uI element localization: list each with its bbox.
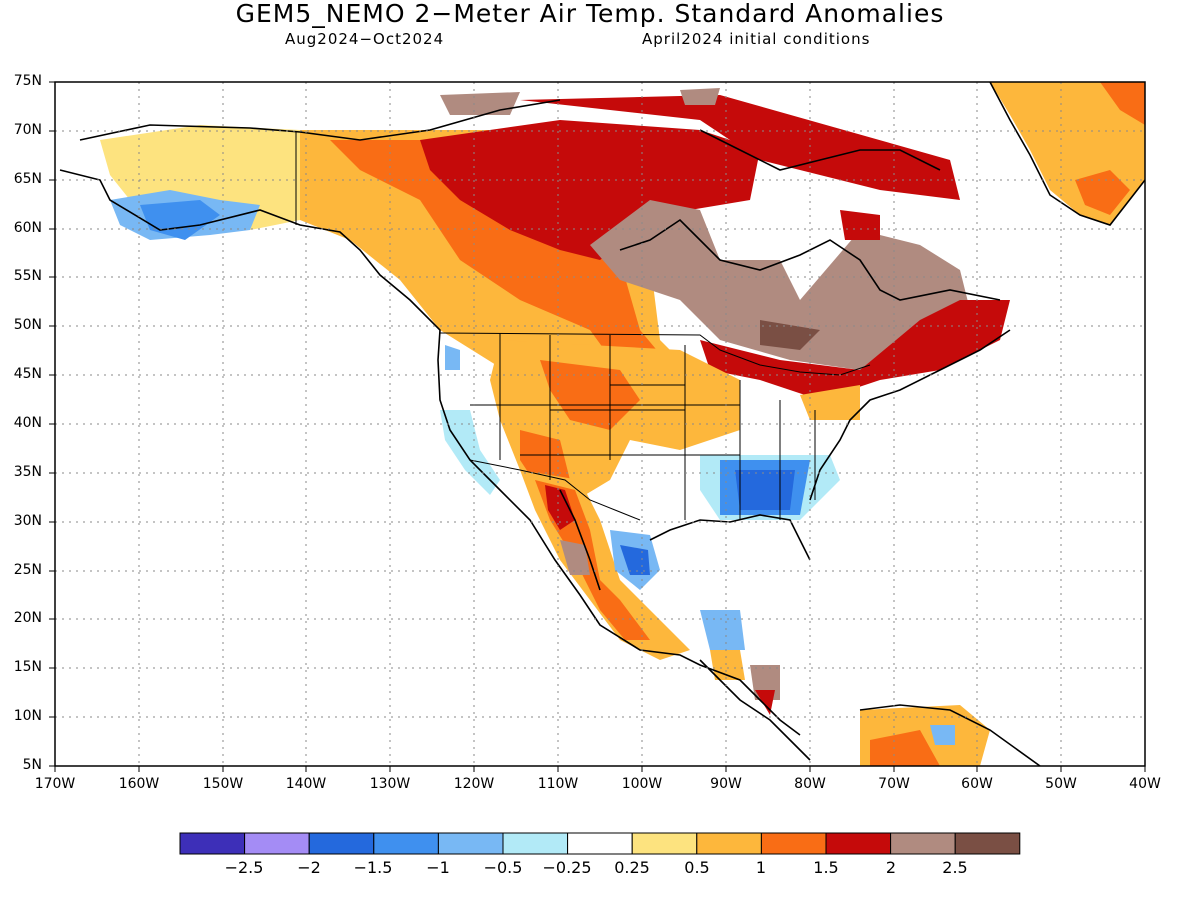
lon-label-80w: 80W <box>794 776 826 792</box>
colorbar-tick: −2 <box>297 858 321 877</box>
lat-label-30n: 30N <box>13 513 42 529</box>
lat-label-20n: 20N <box>13 610 42 626</box>
lon-label-70w: 70W <box>878 776 910 792</box>
colorbar-swatch <box>502 832 569 855</box>
lat-label-15n: 15N <box>13 659 42 675</box>
colorbar-swatch <box>954 832 1021 855</box>
lon-label-130w: 130W <box>369 776 411 792</box>
colorbar-tick: 1 <box>755 858 767 877</box>
colorbar-swatch <box>696 832 762 855</box>
lat-label-10n: 10N <box>13 708 42 724</box>
colorbar-swatch <box>631 832 698 855</box>
lon-label-120w: 120W <box>453 776 495 792</box>
west-coast-cool <box>440 410 500 495</box>
lon-label-50w: 50W <box>1045 776 1077 792</box>
lat-label-60n: 60N <box>13 220 42 236</box>
lon-label-100w: 100W <box>621 776 663 792</box>
colorbar-tick: 1.5 <box>813 858 839 877</box>
colorbar-tick: −0.5 <box>483 858 523 877</box>
lon-label-140w: 140W <box>285 776 327 792</box>
coastline-central-america <box>699 659 1041 766</box>
colorbar <box>179 832 1021 855</box>
colorbar-tick: 0.5 <box>684 858 710 877</box>
lon-label-90w: 90W <box>710 776 742 792</box>
colorbar-swatch <box>760 832 827 855</box>
lat-label-40n: 40N <box>13 415 42 431</box>
coastline-hudson <box>619 129 1001 301</box>
map-title: GEM5_NEMO 2−Meter Air Temp. Standard Ano… <box>235 0 945 28</box>
arctic-red <box>420 120 760 260</box>
lon-label-150w: 150W <box>202 776 244 792</box>
greenland-orange <box>1100 82 1145 125</box>
colorbar-swatch <box>437 832 504 855</box>
lat-label-45n: 45N <box>13 366 42 382</box>
forecast-period: Aug2024−Oct2024 <box>285 30 445 48</box>
colorbar-tick: 2.5 <box>942 858 968 877</box>
lon-label-60w: 60W <box>961 776 993 792</box>
lon-label-40w: 40W <box>1129 776 1161 792</box>
colorbar-tick: −0.25 <box>542 858 592 877</box>
lon-label-110w: 110W <box>537 776 579 792</box>
colorbar-tick: 2 <box>885 858 897 877</box>
lat-label-25n: 25N <box>13 562 42 578</box>
lat-label-70n: 70N <box>13 122 42 138</box>
initial-conditions: April2024 initial conditions <box>642 30 871 48</box>
colorbar-swatch <box>890 832 956 855</box>
colorbar-swatch <box>244 832 310 855</box>
lon-label-160w: 160W <box>118 776 160 792</box>
colorbar-tick: −1 <box>426 858 450 877</box>
lat-label-75n: 75N <box>13 73 42 89</box>
lat-label-65n: 65N <box>13 171 42 187</box>
colorbar-swatch <box>179 832 246 855</box>
colorbar-tick: 0.25 <box>614 858 650 877</box>
lat-label-50n: 50N <box>13 317 42 333</box>
lat-label-55n: 55N <box>13 268 42 284</box>
colorbar-tick: −2.5 <box>224 858 264 877</box>
lat-label-5n: 5N <box>22 757 42 773</box>
colorbar-swatch <box>308 832 375 855</box>
canada-orange <box>330 140 690 390</box>
colorbar-tick: −1.5 <box>353 858 393 877</box>
us-mexico-border <box>469 459 641 521</box>
coastline-gulf <box>559 329 1011 591</box>
coastline-west <box>59 99 801 736</box>
colorbar-swatch <box>373 832 439 855</box>
colorbar-swatch <box>567 832 633 855</box>
colorbar-swatch <box>825 832 892 855</box>
lon-label-170w: 170W <box>34 776 76 792</box>
lat-label-35n: 35N <box>13 464 42 480</box>
quebec-brown <box>590 200 970 370</box>
coastline-greenland <box>989 82 1145 226</box>
